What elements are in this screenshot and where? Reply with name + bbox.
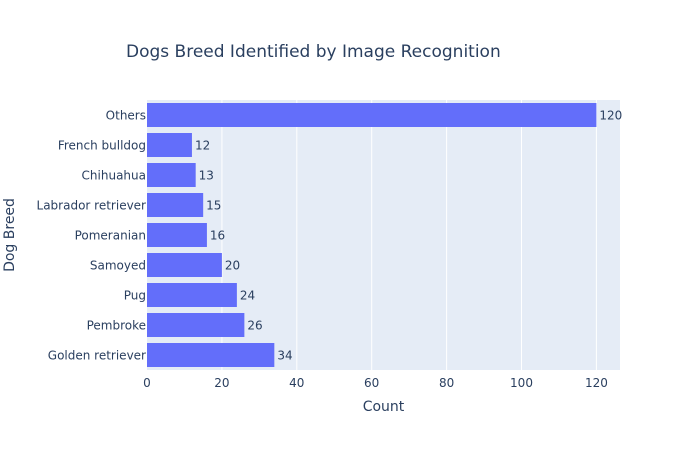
y-tick-label: Chihuahua — [82, 169, 146, 183]
data-label: 15 — [206, 199, 221, 213]
bar — [147, 133, 192, 157]
x-axis-title: Count — [363, 399, 405, 415]
y-tick-label: Pomeranian — [75, 229, 146, 243]
chart-title: Dogs Breed Identified by Image Recogniti… — [126, 42, 501, 62]
bar — [147, 343, 275, 367]
x-tick-label: 40 — [289, 376, 304, 390]
y-tick-label: Golden retriever — [48, 349, 146, 363]
bar — [147, 103, 597, 127]
x-tick-label: 60 — [364, 376, 379, 390]
bar — [147, 313, 245, 337]
data-label: 12 — [195, 139, 210, 153]
data-label: 13 — [199, 169, 214, 183]
y-tick-label: French bulldog — [58, 139, 146, 153]
grid-lines — [221, 100, 597, 370]
x-tick-labels: 0 20 40 60 80 100 120 — [143, 376, 608, 390]
data-label: 20 — [225, 259, 240, 273]
bar — [147, 253, 222, 277]
y-tick-label: Pug — [124, 289, 146, 303]
data-label: 120 — [599, 109, 622, 123]
x-tick-label: 20 — [214, 376, 229, 390]
y-tick-label: Labrador retriever — [37, 199, 147, 213]
data-label: 16 — [210, 229, 225, 243]
y-tick-label: Samoyed — [90, 259, 146, 273]
x-tick-label: 100 — [510, 376, 533, 390]
data-label: 26 — [247, 319, 262, 333]
data-labels: 34 26 24 20 16 15 13 12 120 — [195, 109, 622, 363]
y-axis-title: Dog Breed — [2, 198, 18, 272]
bar — [147, 223, 207, 247]
data-label: 34 — [277, 349, 292, 363]
bar — [147, 163, 196, 187]
y-tick-label: Pembroke — [87, 319, 146, 333]
y-tick-labels: Golden retriever Pembroke Pug Samoyed Pomera… — [37, 109, 147, 363]
x-tick-label: 120 — [585, 376, 608, 390]
bar — [147, 193, 204, 217]
bars — [147, 103, 597, 367]
x-tick-label: 0 — [143, 376, 151, 390]
x-tick-label: 80 — [439, 376, 454, 390]
bar — [147, 283, 237, 307]
data-label: 24 — [240, 289, 255, 303]
y-tick-label: Others — [106, 109, 146, 123]
